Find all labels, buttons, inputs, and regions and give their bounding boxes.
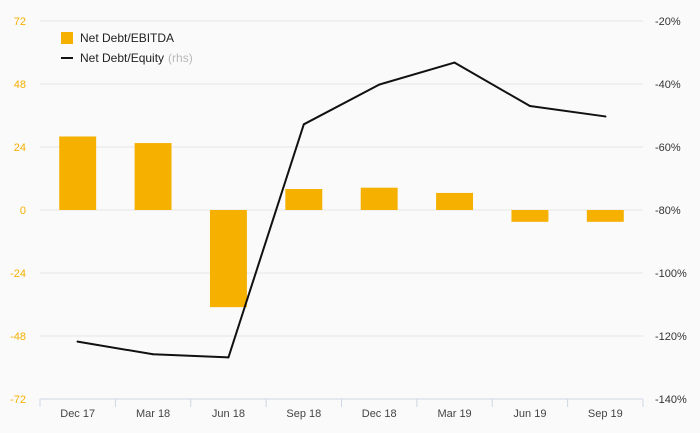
left-tick-label: -48 [10,331,26,343]
x-tick-label: Jun 19 [513,408,546,420]
line-net-debt-equity [76,61,607,359]
left-tick-label: 48 [14,79,26,91]
right-tick-label: -140% [655,394,687,406]
line-point-net-debt-equity [604,115,607,118]
right-tick-label: -20% [655,16,681,28]
left-tick-label: 72 [14,16,26,28]
bar-net-debt-ebitda [59,136,97,210]
x-tick-label: Mar 19 [437,408,471,420]
x-tick-label: Mar 18 [136,408,170,420]
line-point-net-debt-equity [378,83,381,86]
bar-net-debt-ebitda [511,210,549,222]
legend-item-net-debt-ebitda[interactable]: Net Debt/EBITDA [61,28,193,48]
left-tick-label: 0 [20,205,26,217]
legend: Net Debt/EBITDA Net Debt/Equity (rhs) [61,28,193,68]
bar-net-debt-ebitda [586,210,624,222]
bar-net-debt-ebitda [209,210,247,308]
x-tick-label: Jun 18 [212,408,245,420]
x-tick-label: Sep 19 [588,408,623,420]
line-point-net-debt-equity [453,61,456,64]
x-tick-label: Sep 18 [286,408,321,420]
left-tick-label: -72 [10,394,26,406]
right-tick-label: -40% [655,79,681,91]
legend-swatch-bar [61,32,73,44]
right-tick-label: -100% [655,268,687,280]
left-tick-label: -24 [10,268,26,280]
line-point-net-debt-equity [302,123,305,126]
legend-item-net-debt-equity[interactable]: Net Debt/Equity (rhs) [61,48,193,68]
bar-net-debt-ebitda [436,192,474,210]
legend-swatch-line [61,57,73,59]
bar-net-debt-ebitda [285,189,323,210]
x-tick-label: Dec 18 [362,408,397,420]
right-tick-label: -120% [655,331,687,343]
legend-label-net-debt-equity: Net Debt/Equity [80,51,165,65]
line-point-net-debt-equity [227,356,230,359]
bar-net-debt-ebitda [360,187,398,210]
line-point-net-debt-equity [76,340,79,343]
line-point-net-debt-equity [528,105,531,108]
legend-rhs-note: (rhs) [168,51,193,65]
right-tick-label: -80% [655,205,681,217]
line-point-net-debt-equity [152,353,155,356]
bar-net-debt-ebitda [134,143,172,210]
right-tick-label: -60% [655,142,681,154]
x-tick-label: Dec 17 [60,408,95,420]
left-tick-label: 24 [14,142,26,154]
legend-label-net-debt-ebitda: Net Debt/EBITDA [80,31,175,45]
